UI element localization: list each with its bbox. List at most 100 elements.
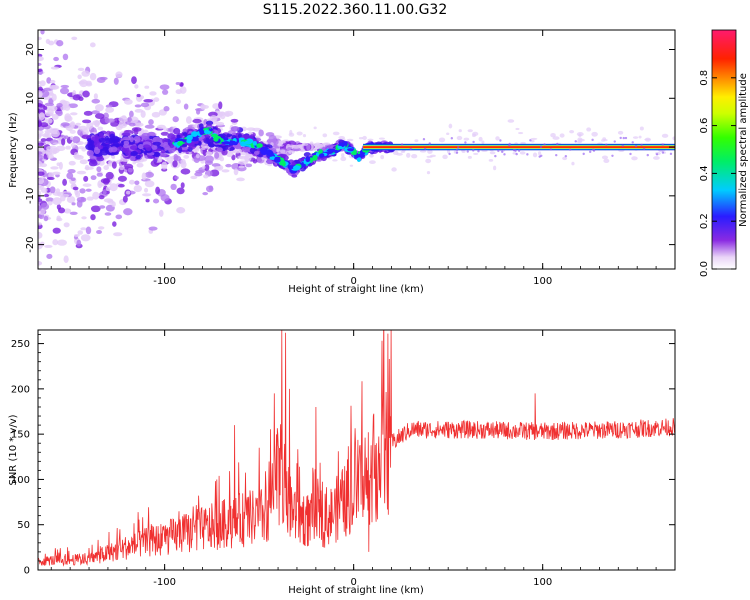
band-blob: [176, 134, 181, 140]
tone-dot: [514, 149, 517, 152]
noise-dot: [571, 161, 575, 166]
noise-blob: [96, 166, 102, 173]
band-blob: [152, 136, 162, 144]
noise-blob: [83, 175, 89, 182]
band-blob: [130, 145, 138, 150]
noise-dot: [338, 136, 345, 140]
noise-blob: [76, 170, 87, 175]
tone-dot: [555, 153, 558, 157]
snr-xlabel: Height of straight line (km): [288, 585, 424, 596]
tone-dot: [574, 140, 577, 143]
noise-dot: [520, 141, 526, 145]
ridge-blob: [175, 137, 182, 142]
band-blob: [142, 144, 151, 149]
tone-dot: [501, 150, 504, 154]
noise-blob: [79, 188, 86, 194]
noise-blob: [44, 244, 53, 248]
noise-blob: [55, 188, 61, 195]
noise-blob: [98, 205, 106, 209]
noise-blob: [225, 163, 232, 168]
noise-blob: [96, 76, 106, 83]
tone-dot: [611, 154, 614, 157]
tone-dot: [622, 136, 625, 140]
noise-blob: [103, 165, 110, 171]
noise-blob: [205, 185, 214, 193]
noise-blob: [75, 122, 82, 126]
noise-dot: [632, 136, 639, 139]
spectrogram-ylabel: Frequency (Hz): [8, 112, 19, 188]
noise-dot: [617, 130, 624, 135]
tone-dot: [605, 143, 608, 146]
noise-blob: [38, 81, 42, 85]
noise-blob: [86, 121, 94, 130]
noise-blob: [112, 221, 117, 227]
noise-blob: [36, 14, 41, 18]
noise-blob: [163, 106, 170, 112]
tone-dot: [472, 149, 475, 152]
tone-dot: [669, 152, 673, 156]
band-blob: [98, 137, 106, 143]
band-blob: [108, 138, 115, 143]
noise-blob: [38, 151, 43, 155]
noise-dot: [300, 149, 305, 152]
tone-dot: [661, 151, 665, 154]
noise-blob: [126, 190, 131, 195]
band-blob: [178, 146, 183, 154]
noise-blob: [64, 104, 71, 111]
noise-blob: [195, 169, 205, 174]
noise-dot: [458, 129, 462, 133]
noise-dot: [323, 142, 331, 145]
ridge-blob: [222, 141, 231, 145]
noise-blob: [144, 124, 155, 129]
noise-dot: [69, 129, 76, 134]
noise-blob: [149, 91, 157, 96]
noise-blob: [68, 103, 78, 109]
noise-blob: [96, 172, 103, 177]
noise-blob: [131, 127, 142, 132]
spectrogram-ytick-label: 20: [25, 43, 36, 56]
noise-dot: [442, 154, 448, 160]
noise-dot: [378, 137, 385, 140]
noise-blob: [224, 112, 231, 118]
noise-blob: [131, 76, 137, 85]
noise-blob: [40, 122, 49, 128]
spectrogram-ytick-label: -10: [25, 188, 36, 204]
noise-blob: [266, 139, 272, 146]
noise-blob: [59, 87, 70, 95]
noise-blob: [173, 153, 179, 162]
noise-dot: [97, 161, 101, 164]
band-blob: [122, 132, 131, 137]
noise-dot: [518, 131, 524, 135]
tone-dot: [464, 141, 467, 144]
band-blob: [153, 151, 161, 158]
noise-blob: [64, 115, 73, 122]
noise-blob: [49, 79, 56, 84]
noise-dot: [639, 126, 644, 131]
noise-blob: [81, 216, 87, 220]
noise-blob: [69, 211, 78, 215]
noise-blob: [82, 119, 92, 124]
noise-blob: [49, 105, 58, 112]
noise-blob: [153, 97, 160, 102]
noise-dot: [562, 156, 568, 161]
noise-blob: [38, 160, 43, 168]
noise-blob: [153, 198, 160, 204]
colorbar-tick-label: 0.4: [699, 165, 710, 181]
noise-blob: [155, 186, 161, 195]
snr-panel: -100 0 100 0 50 100 150 200 250 Height of straig…: [8, 329, 676, 596]
noise-dot: [188, 151, 192, 155]
noise-dot: [205, 151, 213, 156]
snr-ytick-label: 100: [11, 475, 30, 486]
noise-blob: [66, 195, 76, 204]
noise-blob: [38, 36, 42, 41]
noise-blob: [183, 103, 189, 110]
noise-blob: [238, 160, 248, 165]
noise-blob: [127, 116, 132, 123]
noise-blob: [70, 112, 78, 116]
noise-dot: [70, 142, 76, 148]
band-blob: [130, 152, 138, 157]
noise-blob: [180, 159, 186, 165]
noise-blob: [244, 154, 252, 162]
noise-dot: [426, 171, 431, 175]
